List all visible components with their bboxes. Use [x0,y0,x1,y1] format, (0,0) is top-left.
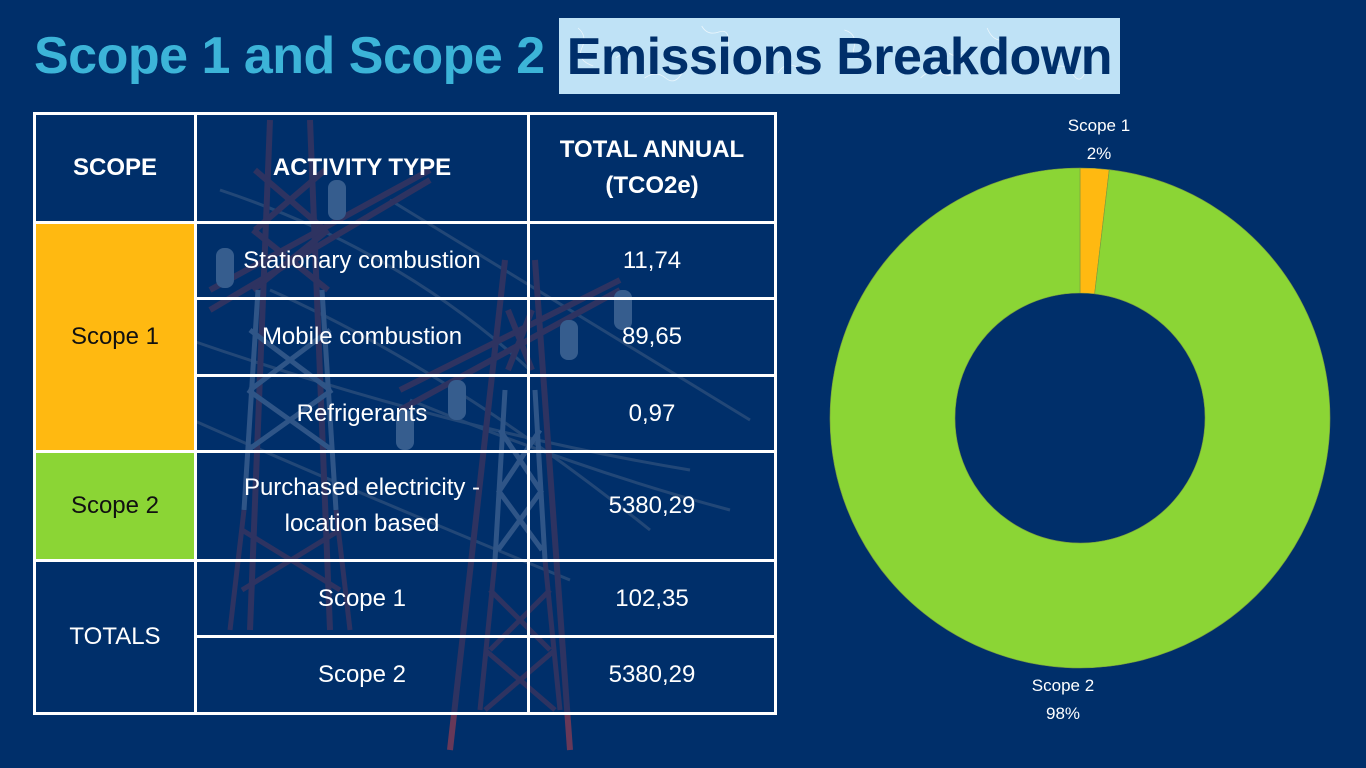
activity-cell: Purchased electricity - location based [194,450,530,562]
header-total-annual-line1: TOTAL ANNUAL [559,136,745,163]
totals-row: TOTALS Scope 1 102,35 [33,559,777,715]
label-scope-1-percent: 2% [1087,144,1112,163]
table-row: Scope 1 Stationary combustion 11,74 [33,221,777,453]
donut-slice-scope-2 [829,167,1331,669]
totals-value-cell: 5380,29 [527,635,777,715]
value-cell: 89,65 [527,297,777,377]
value-cell: 0,97 [527,374,777,453]
table-header-row: SCOPE ACTIVITY TYPE TOTAL ANNUAL (TCO2e) [33,112,777,224]
label-scope-2-name: Scope 2 [1032,676,1094,695]
activity-cell: Refrigerants [194,374,530,453]
value-cell: 5380,29 [527,450,777,562]
activity-line-1: Purchased electricity - [243,474,481,501]
table-row: Scope 2 Purchased electricity - location… [33,450,777,562]
header-activity-type: ACTIVITY TYPE [194,112,530,224]
header-total-annual-unit: (TCO2e) [605,172,699,199]
page-title: Scope 1 and Scope 2 Emissions Breakdown [34,18,1121,94]
label-scope-1-name: Scope 1 [1068,116,1130,135]
scope-1-cell: Scope 1 [33,221,197,453]
donut-chart: Scope 1 2% Scope 2 98% [829,116,1331,723]
totals-row: Scope 2 5380,29 [35,635,777,715]
marble-texture [577,25,1087,82]
activity-cell: Mobile combustion [194,297,530,377]
activity-cell: Stationary combustion [194,221,530,300]
value-cell: 11,74 [527,221,777,300]
table-row: Refrigerants 0,97 [35,374,777,453]
label-scope-2-percent: 98% [1046,704,1080,723]
title-part-2-highlight: Emissions Breakdown [558,18,1121,94]
table-row: Mobile combustion 89,65 [35,297,777,377]
header-scope: SCOPE [33,112,197,224]
totals-label-cell: Scope 1 [194,559,530,638]
scope-2-cell: Scope 2 [33,450,197,562]
header-total-annual: TOTAL ANNUAL (TCO2e) [527,112,777,224]
emissions-table: SCOPE ACTIVITY TYPE TOTAL ANNUAL (TCO2e)… [33,112,777,715]
totals-cell: TOTALS [33,559,197,715]
totals-value-cell: 102,35 [527,559,777,638]
activity-line-2: location based [284,510,440,537]
totals-label-cell: Scope 2 [194,635,530,715]
title-part-1: Scope 1 and Scope 2 [34,27,545,85]
